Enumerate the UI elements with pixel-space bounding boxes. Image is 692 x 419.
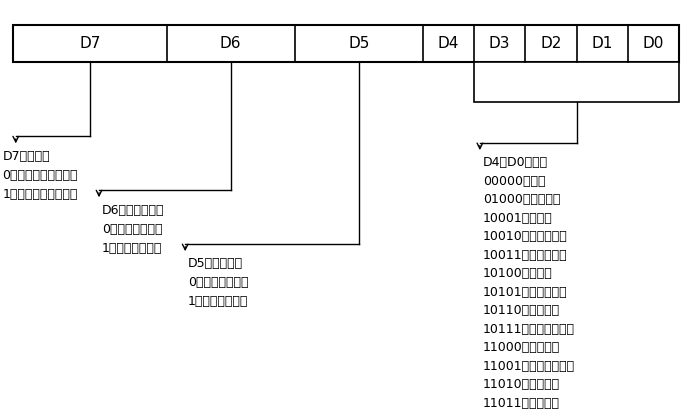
Text: D5: D5 bbox=[348, 36, 370, 51]
Bar bbox=[13, 25, 679, 62]
Text: D6: D6 bbox=[220, 36, 242, 51]
Text: D6从站应答标志
0：从站正确应答
1：从站异常应答: D6从站应答标志 0：从站正确应答 1：从站异常应答 bbox=[102, 204, 165, 255]
Text: D4: D4 bbox=[438, 36, 459, 51]
Text: D4～D0功能码
00000：保留
01000：广播校时
10001：读数据
10010：读后续数据
10011：读通信地址
10100：写数据
10101：写: D4～D0功能码 00000：保留 01000：广播校时 10001：读数据 1… bbox=[483, 156, 575, 410]
Text: D7: D7 bbox=[79, 36, 100, 51]
Text: D7传送方向
0：主站发出的命令帧
1：从站发出的应答帧: D7传送方向 0：主站发出的命令帧 1：从站发出的应答帧 bbox=[3, 150, 78, 201]
Text: D0: D0 bbox=[643, 36, 664, 51]
Bar bbox=[474, 62, 679, 103]
Text: D2: D2 bbox=[540, 36, 562, 51]
Text: D1: D1 bbox=[592, 36, 613, 51]
Text: D5后续帧标志
0：无后续数据帧
1：有后续数据帧: D5后续帧标志 0：无后续数据帧 1：有后续数据帧 bbox=[188, 257, 248, 308]
Text: D3: D3 bbox=[489, 36, 511, 51]
